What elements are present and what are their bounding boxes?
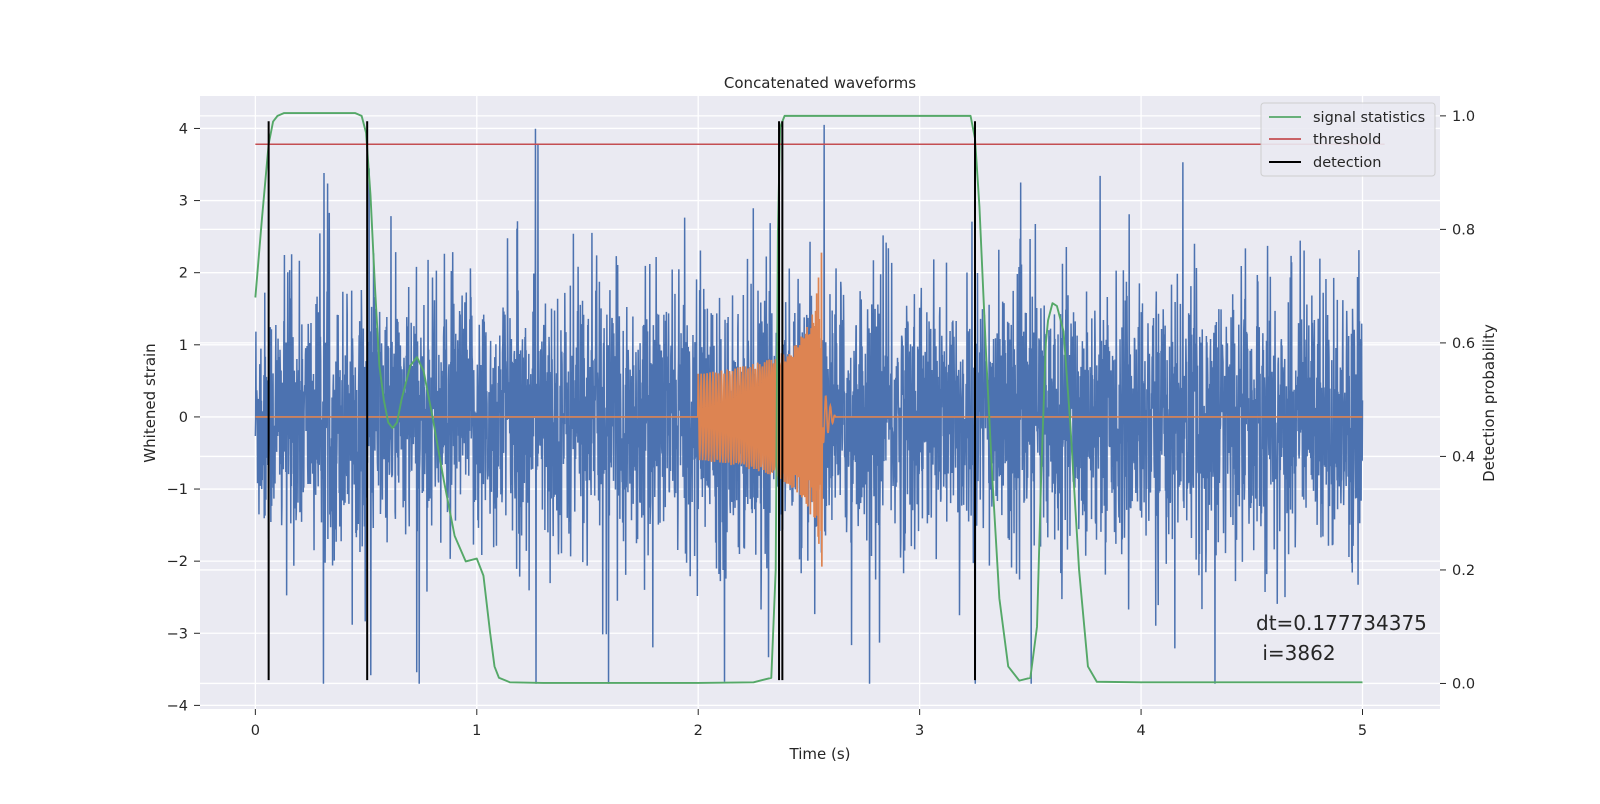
x-tick-label: 0	[251, 723, 260, 739]
x-tick-label: 4	[1136, 723, 1145, 739]
y2-axis-label: Detection probability	[1480, 324, 1498, 482]
legend: signal statistics threshold detection	[1260, 102, 1436, 177]
y-tick-label: 3	[179, 194, 188, 210]
x-tick-label: 1	[472, 723, 481, 739]
legend-label-threshold: threshold	[1313, 132, 1381, 148]
y-tick-label: −4	[167, 698, 188, 714]
annotation-dt: dt=0.177734375	[1256, 611, 1427, 635]
y2-tick-label: 0.0	[1452, 676, 1475, 692]
x-tick-label: 5	[1358, 723, 1367, 739]
legend-label-signal-statistics: signal statistics	[1313, 110, 1425, 126]
y-tick-label: 1	[179, 338, 188, 354]
x-axis-label: Time (s)	[789, 745, 851, 763]
x-tick-label: 2	[694, 723, 703, 739]
y-tick-label: −2	[167, 554, 188, 570]
y2-tick-label: 1.0	[1452, 109, 1475, 125]
y-tick-label: 4	[179, 121, 188, 137]
axes: 0 1 2 3 4 5 −4 −3 −2 −1 0 1 2 3 4 0.0 0.2 0.4 0.6 0.8 1.0	[167, 109, 1475, 739]
y-tick-label: 0	[179, 410, 188, 426]
legend-box	[1260, 102, 1436, 177]
y2-tick-label: 0.4	[1452, 449, 1475, 465]
legend-label-detection: detection	[1313, 155, 1381, 171]
y-tick-label: −3	[167, 626, 188, 642]
y-axis-label: Whitened strain	[141, 343, 159, 462]
x-tick-label: 3	[915, 723, 924, 739]
y-tick-label: 2	[179, 266, 188, 282]
data-layer	[254, 112, 1385, 684]
y2-tick-label: 0.6	[1452, 336, 1475, 352]
chirp-series-line	[255, 252, 1363, 567]
y2-tick-label: 0.8	[1452, 222, 1475, 238]
chart-title: Concatenated waveforms	[724, 74, 916, 92]
annotation-i: i=3862	[1256, 641, 1336, 665]
y2-tick-label: 0.2	[1452, 563, 1475, 579]
signal-statistics-line	[254, 112, 1363, 684]
y-tick-label: −1	[167, 482, 188, 498]
